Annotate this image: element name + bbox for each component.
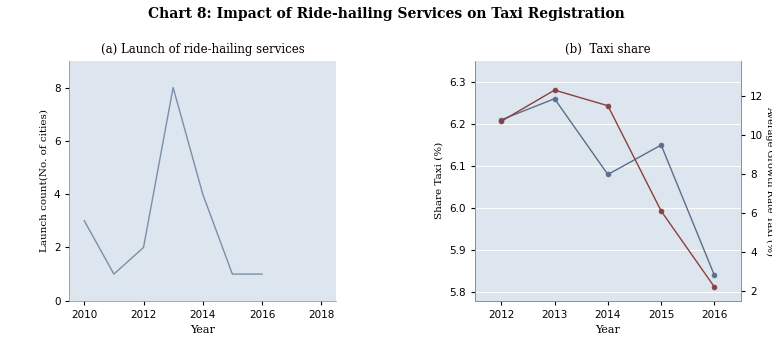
Title: (a) Launch of ride-hailing services: (a) Launch of ride-hailing services xyxy=(101,43,305,55)
Text: Chart 8: Impact of Ride-hailing Services on Taxi Registration: Chart 8: Impact of Ride-hailing Services… xyxy=(147,7,625,21)
X-axis label: Year: Year xyxy=(595,325,620,335)
Title: (b)  Taxi share: (b) Taxi share xyxy=(565,43,651,55)
X-axis label: Year: Year xyxy=(191,325,215,335)
Y-axis label: Share Taxi (%): Share Taxi (%) xyxy=(435,142,443,219)
Y-axis label: Average Growth Rate Taxi (%): Average Growth Rate Taxi (%) xyxy=(765,106,772,256)
Y-axis label: Launch count(No. of cities): Launch count(No. of cities) xyxy=(39,109,49,252)
